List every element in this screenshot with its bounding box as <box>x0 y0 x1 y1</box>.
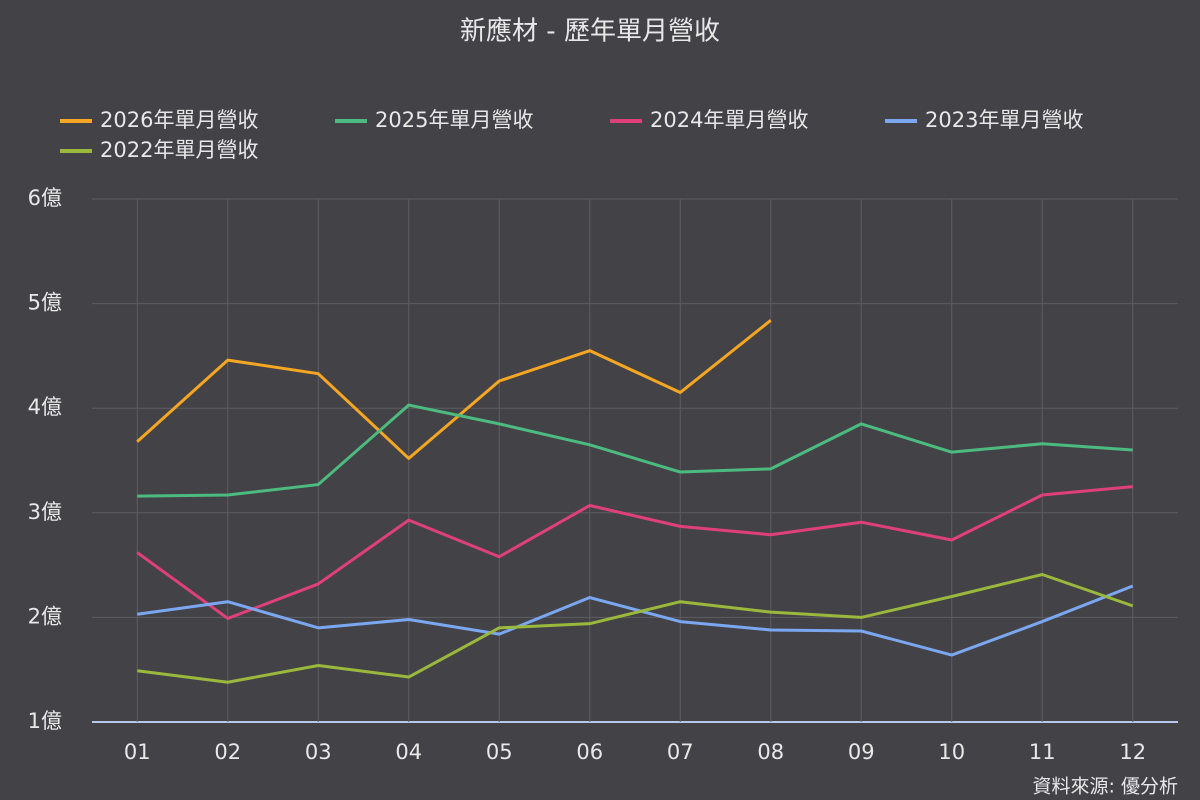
y-tick-label: 1億 <box>28 709 62 733</box>
x-tick-label: 12 <box>1119 740 1146 764</box>
x-tick-label: 05 <box>486 740 513 764</box>
series-line <box>137 403 1133 498</box>
x-tick-label: 08 <box>757 740 784 764</box>
x-tick-label: 11 <box>1029 740 1056 764</box>
legend-label: 2023年單月營收 <box>925 108 1083 132</box>
x-tick-label: 01 <box>124 740 151 764</box>
y-tick-label: 5億 <box>28 291 62 315</box>
x-tick-label: 09 <box>848 740 875 764</box>
series-line <box>137 573 1134 684</box>
source-note: 資料來源: 優分析 <box>1033 776 1178 798</box>
x-tick-label: 02 <box>214 740 241 764</box>
legend-label: 2022年單月營收 <box>100 138 258 162</box>
x-tick-label: 03 <box>305 740 332 764</box>
x-tick-label: 10 <box>938 740 965 764</box>
series-line <box>136 319 772 460</box>
x-tick-label: 07 <box>667 740 694 764</box>
series-line <box>136 485 1133 620</box>
y-tick-label: 3億 <box>28 500 62 524</box>
legend-label: 2025年單月營收 <box>375 108 533 132</box>
y-tick-label: 2億 <box>28 604 62 628</box>
x-tick-label: 06 <box>576 740 603 764</box>
y-tick-label: 6億 <box>28 186 62 210</box>
series-line <box>137 584 1134 657</box>
x-tick-label: 04 <box>395 740 422 764</box>
legend-label: 2026年單月營收 <box>100 108 258 132</box>
legend-label: 2024年單月營收 <box>650 108 808 132</box>
y-tick-label: 4億 <box>28 395 62 419</box>
chart-title: 新應材 - 歷年單月營收 <box>460 17 720 47</box>
